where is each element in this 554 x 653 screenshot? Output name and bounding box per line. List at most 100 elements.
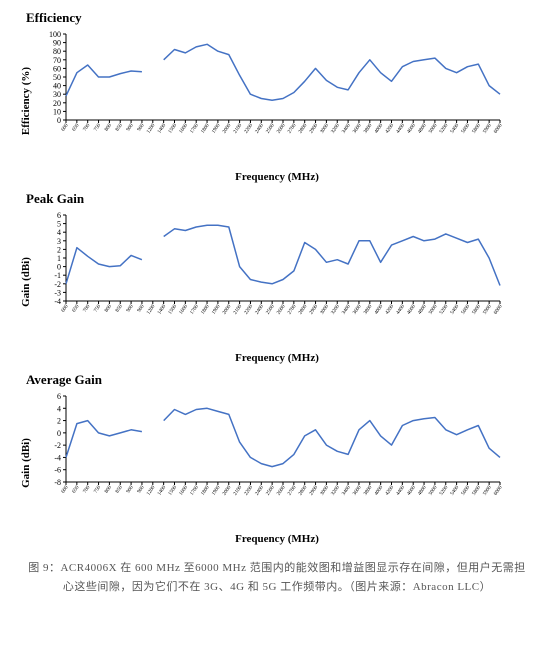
svg-text:700: 700 — [82, 122, 92, 132]
svg-text:-2: -2 — [54, 280, 61, 289]
svg-text:1900: 1900 — [211, 303, 222, 315]
chart-area: Efficiency (%) 0102030405060708090100600… — [18, 28, 536, 173]
svg-text:3600: 3600 — [352, 484, 363, 496]
svg-text:5900: 5900 — [482, 484, 493, 496]
svg-text:6: 6 — [57, 392, 61, 401]
svg-text:800: 800 — [104, 303, 114, 313]
svg-text:3000: 3000 — [319, 484, 330, 496]
svg-text:3000: 3000 — [319, 303, 330, 315]
svg-text:2400: 2400 — [254, 484, 265, 496]
svg-text:5900: 5900 — [482, 303, 493, 315]
svg-text:4000: 4000 — [373, 484, 384, 496]
svg-text:1700: 1700 — [189, 484, 200, 496]
svg-text:2: 2 — [57, 417, 61, 426]
svg-text:100: 100 — [49, 30, 61, 39]
svg-text:900: 900 — [125, 122, 135, 132]
svg-text:2800: 2800 — [297, 122, 308, 134]
svg-text:2200: 2200 — [243, 303, 254, 315]
svg-text:1700: 1700 — [189, 122, 200, 134]
svg-text:4000: 4000 — [373, 122, 384, 134]
svg-text:2700: 2700 — [287, 484, 298, 496]
chart-peak-gain: Peak Gain Gain (dBi) -4-3-2-101234566006… — [18, 191, 536, 364]
svg-text:750: 750 — [93, 122, 103, 132]
svg-text:5400: 5400 — [449, 303, 460, 315]
svg-text:0: 0 — [57, 263, 61, 272]
svg-text:2: 2 — [57, 245, 61, 254]
svg-text:800: 800 — [104, 122, 114, 132]
svg-text:2900: 2900 — [308, 484, 319, 496]
svg-text:5000: 5000 — [428, 303, 439, 315]
svg-text:2500: 2500 — [265, 303, 276, 315]
svg-text:5600: 5600 — [460, 484, 471, 496]
svg-text:1600: 1600 — [178, 484, 189, 496]
svg-text:-6: -6 — [54, 466, 61, 475]
svg-text:750: 750 — [93, 303, 103, 313]
svg-text:1400: 1400 — [156, 303, 167, 315]
chart-svg: -8-6-4-202466006507007508008509009601200… — [18, 390, 508, 510]
svg-text:1600: 1600 — [178, 122, 189, 134]
svg-text:1800: 1800 — [200, 303, 211, 315]
svg-text:1800: 1800 — [200, 122, 211, 134]
svg-text:4600: 4600 — [406, 303, 417, 315]
svg-text:750: 750 — [93, 484, 103, 494]
svg-text:5200: 5200 — [439, 484, 450, 496]
svg-text:960: 960 — [136, 484, 146, 494]
svg-text:5000: 5000 — [428, 484, 439, 496]
svg-text:2200: 2200 — [243, 484, 254, 496]
chart-average-gain: Average Gain Gain (dBi) -8-6-4-202466006… — [18, 372, 536, 545]
svg-text:4400: 4400 — [395, 122, 406, 134]
svg-text:4000: 4000 — [373, 303, 384, 315]
svg-text:4800: 4800 — [417, 303, 428, 315]
svg-text:1: 1 — [57, 254, 61, 263]
svg-text:-4: -4 — [54, 453, 61, 462]
svg-text:2100: 2100 — [232, 303, 243, 315]
svg-text:5800: 5800 — [471, 303, 482, 315]
svg-text:800: 800 — [104, 484, 114, 494]
y-axis-label: Gain (dBi) — [20, 257, 32, 307]
svg-text:90: 90 — [53, 39, 61, 48]
page: Efficiency Efficiency (%) 01020304050607… — [0, 0, 554, 653]
svg-text:2600: 2600 — [276, 484, 287, 496]
svg-text:1500: 1500 — [167, 122, 178, 134]
svg-text:-8: -8 — [54, 478, 61, 487]
svg-text:3600: 3600 — [352, 303, 363, 315]
svg-text:80: 80 — [53, 47, 61, 56]
svg-text:3: 3 — [57, 237, 61, 246]
svg-text:2600: 2600 — [276, 122, 287, 134]
svg-text:3200: 3200 — [330, 484, 341, 496]
y-axis-label: Efficiency (%) — [20, 66, 32, 134]
svg-text:3800: 3800 — [363, 303, 374, 315]
svg-text:850: 850 — [115, 484, 125, 494]
chart-efficiency: Efficiency Efficiency (%) 01020304050607… — [18, 10, 536, 183]
svg-text:50: 50 — [53, 73, 61, 82]
svg-text:4: 4 — [57, 404, 61, 413]
svg-text:2800: 2800 — [297, 484, 308, 496]
svg-text:5400: 5400 — [449, 122, 460, 134]
svg-text:3400: 3400 — [341, 303, 352, 315]
svg-text:1900: 1900 — [211, 122, 222, 134]
svg-text:6000: 6000 — [493, 484, 504, 496]
chart-title: Efficiency — [26, 10, 536, 26]
svg-text:40: 40 — [53, 82, 61, 91]
svg-text:2900: 2900 — [308, 122, 319, 134]
svg-text:3600: 3600 — [352, 122, 363, 134]
svg-text:-2: -2 — [54, 441, 61, 450]
svg-text:600: 600 — [60, 122, 70, 132]
svg-text:3200: 3200 — [330, 122, 341, 134]
svg-text:2400: 2400 — [254, 303, 265, 315]
svg-text:20: 20 — [53, 99, 61, 108]
svg-text:1500: 1500 — [167, 303, 178, 315]
svg-text:1200: 1200 — [146, 122, 157, 134]
svg-text:850: 850 — [115, 303, 125, 313]
svg-text:5800: 5800 — [471, 484, 482, 496]
svg-text:1500: 1500 — [167, 484, 178, 496]
svg-text:5200: 5200 — [439, 122, 450, 134]
svg-text:5900: 5900 — [482, 122, 493, 134]
svg-text:3800: 3800 — [363, 484, 374, 496]
svg-text:3200: 3200 — [330, 303, 341, 315]
svg-text:1200: 1200 — [146, 303, 157, 315]
svg-text:5800: 5800 — [471, 122, 482, 134]
svg-text:3400: 3400 — [341, 484, 352, 496]
svg-text:960: 960 — [136, 122, 146, 132]
svg-text:4600: 4600 — [406, 122, 417, 134]
